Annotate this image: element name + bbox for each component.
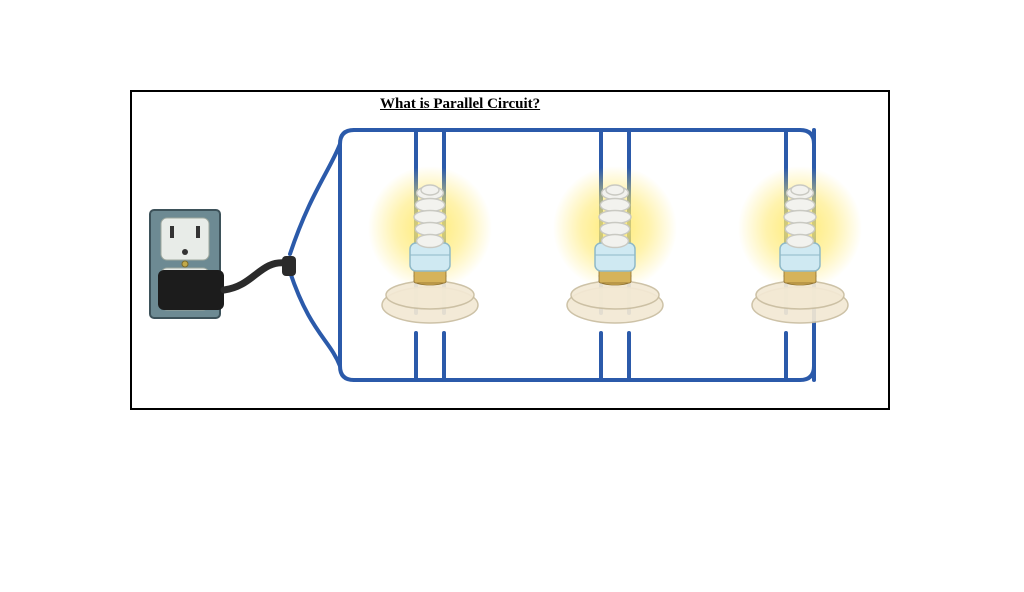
bulb-2	[738, 166, 862, 323]
outlet	[150, 210, 296, 318]
power-cord	[224, 263, 286, 290]
bulb-1	[553, 166, 677, 323]
bulb-0	[368, 166, 492, 323]
wire-lead-top	[290, 144, 340, 254]
diagram-stage	[0, 0, 1024, 592]
wire-lead-bot	[290, 272, 340, 366]
